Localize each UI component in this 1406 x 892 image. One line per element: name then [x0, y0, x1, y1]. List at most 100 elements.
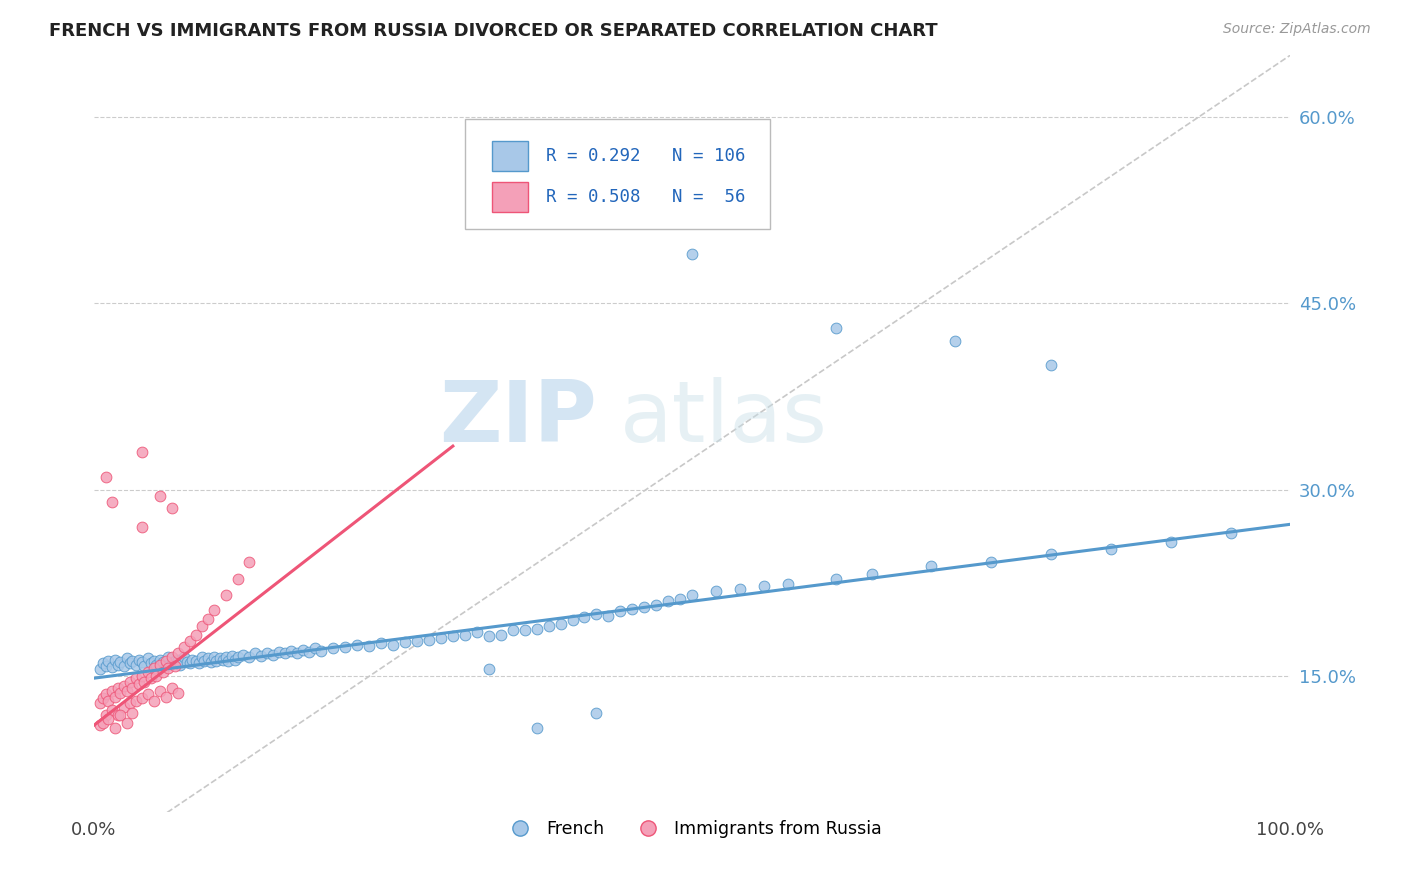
Point [200, 655, 222, 669]
Point [131, 691, 153, 706]
Point [537, 619, 560, 633]
Point [226, 572, 249, 586]
Point [193, 654, 215, 668]
Point [166, 646, 188, 660]
Point [165, 654, 187, 668]
Point [131, 669, 153, 683]
FancyBboxPatch shape [465, 120, 770, 229]
Point [145, 669, 167, 683]
Point [245, 646, 267, 660]
Point [190, 650, 212, 665]
Point [160, 650, 183, 665]
Point [165, 658, 187, 673]
Point [173, 650, 195, 665]
Text: atlas: atlas [620, 377, 828, 460]
Text: Source: ZipAtlas.com: Source: ZipAtlas.com [1223, 22, 1371, 37]
Point [322, 641, 344, 656]
Point [280, 644, 302, 658]
Point [97, 712, 120, 726]
Point [141, 657, 163, 671]
Point [94, 658, 117, 673]
Point [149, 683, 172, 698]
Point [202, 650, 225, 665]
Point [110, 655, 132, 669]
Point [274, 646, 297, 660]
Point [1160, 534, 1182, 549]
Point [309, 644, 332, 658]
Point [226, 650, 249, 665]
Point [197, 651, 219, 665]
Point [107, 708, 129, 723]
Point [238, 555, 260, 569]
Point [728, 582, 751, 596]
Point [97, 654, 120, 668]
Point [561, 613, 583, 627]
Text: R = 0.292   N = 106: R = 0.292 N = 106 [546, 147, 745, 165]
Point [94, 470, 117, 484]
Point [190, 619, 212, 633]
Point [346, 638, 368, 652]
Point [214, 650, 236, 665]
Bar [492, 182, 529, 212]
Point [142, 654, 165, 668]
Point [441, 629, 464, 643]
Point [513, 623, 536, 637]
Point [292, 642, 315, 657]
Point [181, 652, 204, 666]
Point [224, 652, 246, 666]
Point [860, 566, 883, 581]
Point [945, 334, 967, 348]
Point [382, 638, 405, 652]
Point [205, 654, 228, 668]
Point [250, 648, 273, 663]
Point [142, 661, 165, 675]
Point [212, 652, 235, 666]
Point [117, 651, 139, 665]
Point [169, 657, 191, 672]
Point [97, 693, 120, 707]
Point [104, 652, 127, 666]
Point [93, 657, 115, 671]
Point [112, 699, 135, 714]
Point [107, 657, 129, 672]
Point [118, 657, 141, 671]
Point [160, 657, 183, 671]
Point [184, 654, 207, 668]
Point [232, 648, 254, 662]
Point [125, 657, 148, 672]
Point [104, 690, 127, 704]
Legend: French, Immigrants from Russia: French, Immigrants from Russia [496, 814, 889, 846]
Point [526, 622, 548, 636]
Point [550, 616, 572, 631]
Point [134, 674, 156, 689]
Point [128, 677, 150, 691]
Point [131, 655, 153, 669]
Point [920, 559, 942, 574]
Point [155, 690, 177, 704]
Point [430, 632, 453, 646]
Point [112, 679, 135, 693]
Point [166, 652, 188, 666]
Point [93, 691, 115, 706]
Point [136, 651, 159, 665]
Point [128, 652, 150, 666]
Point [752, 579, 775, 593]
Point [598, 609, 620, 624]
Point [1099, 542, 1122, 557]
Point [145, 657, 167, 672]
Point [980, 555, 1002, 569]
Point [304, 641, 326, 656]
Point [681, 588, 703, 602]
Point [197, 612, 219, 626]
Point [142, 693, 165, 707]
Point [94, 687, 117, 701]
Point [118, 696, 141, 710]
Text: ZIP: ZIP [439, 377, 596, 460]
Point [217, 654, 239, 668]
Point [134, 658, 156, 673]
Point [110, 686, 132, 700]
Point [104, 721, 127, 735]
Point [657, 594, 679, 608]
Point [89, 663, 111, 677]
Point [136, 665, 159, 679]
